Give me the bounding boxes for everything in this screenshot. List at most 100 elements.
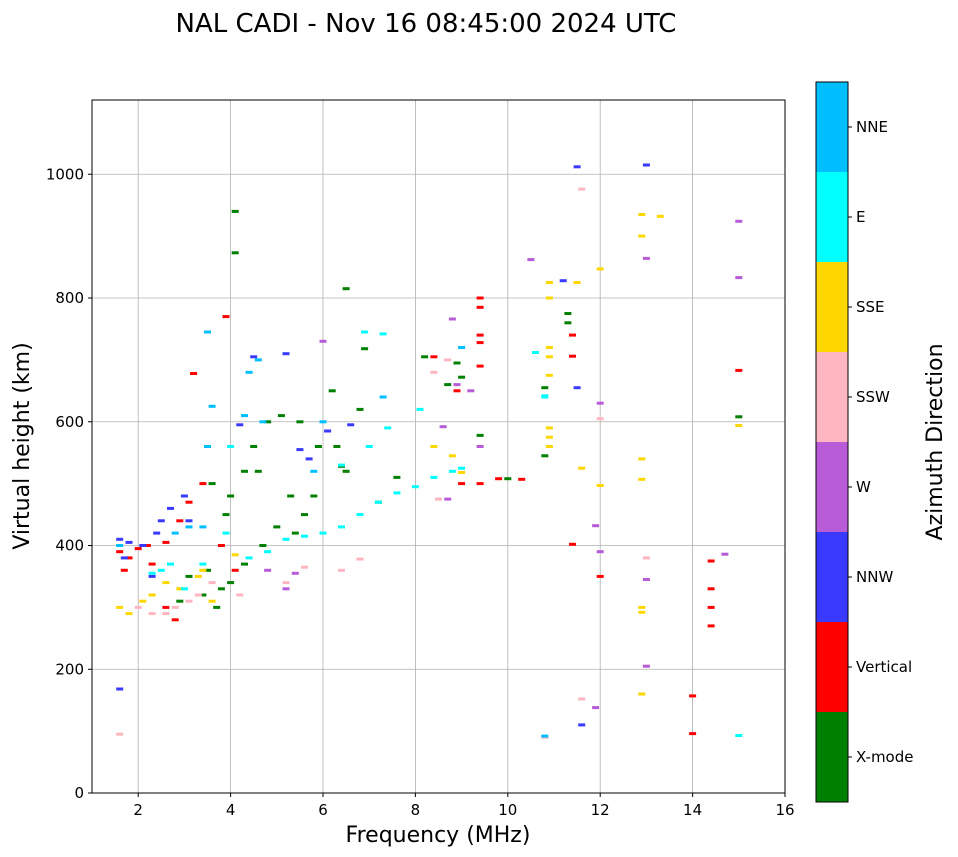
data-point <box>592 706 600 710</box>
data-point <box>116 544 124 547</box>
colorbar-segment <box>816 622 848 712</box>
data-point <box>735 415 743 419</box>
data-point <box>162 612 170 616</box>
colorbar-segment <box>816 172 848 262</box>
data-point <box>439 425 447 429</box>
data-point <box>116 550 124 554</box>
y-axis-label: Virtual height (km) <box>10 342 35 549</box>
data-point <box>259 420 267 424</box>
data-point <box>231 251 239 255</box>
data-point <box>541 394 549 398</box>
data-point <box>134 547 142 551</box>
data-point <box>176 587 184 591</box>
data-point <box>259 544 267 547</box>
data-point <box>185 574 193 578</box>
data-point <box>642 578 650 581</box>
data-point <box>162 581 170 585</box>
series-ssw <box>116 187 650 739</box>
data-point <box>564 312 572 315</box>
y-tick-label: 400 <box>55 537 84 555</box>
data-point <box>282 537 290 541</box>
data-point <box>185 519 193 523</box>
data-point <box>231 209 239 213</box>
data-point <box>250 445 258 448</box>
data-point <box>541 386 549 390</box>
colorbar-tick-label: W <box>856 478 871 496</box>
data-point <box>642 163 650 167</box>
data-point <box>194 574 202 578</box>
data-point <box>638 477 646 481</box>
data-point <box>416 407 424 411</box>
data-point <box>707 624 715 628</box>
data-point <box>735 219 743 223</box>
data-point <box>596 267 604 271</box>
data-point <box>476 341 484 345</box>
data-point <box>338 463 345 467</box>
data-point <box>384 426 392 430</box>
data-point <box>735 424 743 427</box>
data-point <box>458 471 466 474</box>
data-point <box>204 568 211 572</box>
data-point <box>319 420 327 424</box>
data-point <box>448 317 456 321</box>
data-point <box>171 605 179 609</box>
data-point <box>264 420 272 424</box>
data-point <box>134 605 142 609</box>
data-point <box>347 423 355 427</box>
data-point <box>356 557 364 561</box>
data-point <box>421 355 429 359</box>
data-point <box>476 482 484 486</box>
data-point <box>324 429 332 433</box>
data-point <box>167 506 174 510</box>
y-tick-label: 0 <box>74 784 84 802</box>
data-point <box>374 500 382 504</box>
data-point <box>642 664 650 668</box>
data-point <box>231 568 239 572</box>
data-point <box>319 339 327 343</box>
data-point <box>143 544 151 547</box>
data-point <box>208 404 216 408</box>
data-point <box>139 599 147 603</box>
data-point <box>444 497 452 501</box>
data-point <box>208 599 216 603</box>
y-tick-label: 800 <box>55 289 84 307</box>
data-point <box>153 531 161 535</box>
data-point <box>689 694 697 698</box>
data-point <box>578 466 586 470</box>
series-nne <box>116 330 549 738</box>
data-point <box>642 256 650 260</box>
data-point <box>213 605 221 609</box>
colorbar-tick-label: SSW <box>856 388 890 406</box>
data-point <box>569 333 576 337</box>
data-point <box>578 187 586 191</box>
data-point <box>545 281 553 284</box>
x-tick-label: 16 <box>775 801 794 819</box>
data-point <box>231 553 239 557</box>
data-point <box>222 513 230 517</box>
colorbar-frame <box>815 81 849 803</box>
data-point <box>393 475 401 479</box>
data-point <box>310 494 318 498</box>
data-point <box>162 605 170 609</box>
data-point <box>176 599 184 603</box>
data-point <box>176 519 184 523</box>
data-point <box>222 315 230 319</box>
data-point <box>592 524 600 528</box>
data-point <box>185 500 193 504</box>
colorbar-segment <box>816 262 848 352</box>
data-point <box>379 395 387 399</box>
data-point <box>735 276 743 280</box>
data-point <box>199 482 207 486</box>
data-point <box>430 355 438 359</box>
data-point <box>642 556 650 560</box>
x-tick-label: 2 <box>133 801 143 819</box>
plot-frame <box>91 99 786 794</box>
data-point <box>328 389 336 393</box>
data-point <box>148 562 156 566</box>
data-point <box>296 420 304 424</box>
data-point <box>291 571 299 575</box>
data-point <box>199 593 207 597</box>
colorbar-tick-label: Vertical <box>856 658 912 676</box>
data-point <box>596 550 604 554</box>
data-point <box>342 469 350 473</box>
